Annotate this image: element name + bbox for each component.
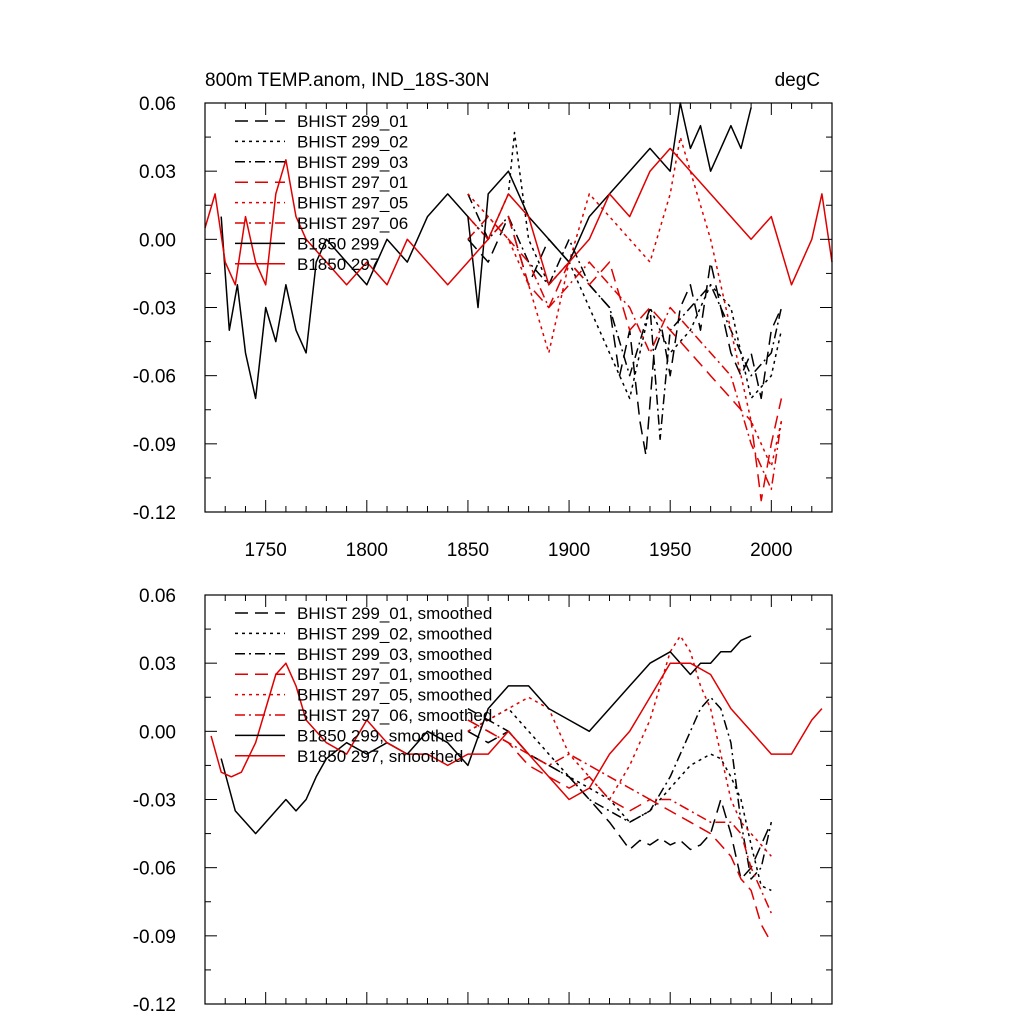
legend-label-0-5: BHIST 297_06 <box>297 214 408 233</box>
legend-label-1-1: BHIST 299_02, smoothed <box>297 624 492 643</box>
y-tick-label: 0.03 <box>139 162 176 183</box>
legend-label-1-5: BHIST 297_06, smoothed <box>297 706 492 725</box>
y-tick-label: -0.03 <box>133 791 176 812</box>
y-tick-label: 0.06 <box>139 94 176 115</box>
x-tick-label: 1950 <box>649 540 691 561</box>
series-line-1-2 <box>467 696 773 880</box>
y-tick-label: -0.09 <box>133 435 176 456</box>
legend-label-1-4: BHIST 297_05, smoothed <box>297 686 492 705</box>
y-tick-label: -0.06 <box>133 859 176 880</box>
legend-label-0-7: B1850 297 <box>297 255 379 274</box>
series-line-1-4 <box>467 635 772 857</box>
series-line-1-3 <box>467 719 772 943</box>
legend-label-1-7: B1850 297, smoothed <box>297 747 463 766</box>
x-tick-label: 2000 <box>750 540 792 561</box>
figure-units: degC <box>775 70 820 91</box>
series-line-0-0 <box>467 215 783 456</box>
y-tick-label: 0.06 <box>139 586 176 607</box>
y-tick-label: -0.12 <box>133 503 176 524</box>
legend-label-0-2: BHIST 299_03 <box>297 153 408 172</box>
y-tick-label: 0.03 <box>139 654 176 675</box>
y-tick-label: -0.03 <box>133 299 176 320</box>
series-line-0-6 <box>220 102 752 400</box>
legend-label-0-3: BHIST 297_01 <box>297 173 408 192</box>
y-tick-label: -0.06 <box>133 367 176 388</box>
legend-label-1-3: BHIST 297_01, smoothed <box>297 665 492 684</box>
legend-label-0-4: BHIST 297_05 <box>297 194 408 213</box>
series-line-1-6 <box>220 635 752 835</box>
legend-label-0-0: BHIST 299_01 <box>297 112 408 131</box>
legend-label-0-1: BHIST 299_02 <box>297 132 408 151</box>
series-line-0-5 <box>467 215 783 491</box>
x-tick-label: 1850 <box>447 540 489 561</box>
y-tick-label: 0.00 <box>139 722 176 743</box>
y-tick-label: -0.12 <box>133 995 176 1016</box>
y-tick-label: -0.09 <box>133 927 176 948</box>
legend-label-1-6: B1850 299, smoothed <box>297 726 463 745</box>
series-line-1-7 <box>210 662 823 801</box>
legend-label-1-2: BHIST 299_03, smoothed <box>297 645 492 664</box>
x-tick-label: 1750 <box>245 540 287 561</box>
x-tick-label: 1900 <box>548 540 590 561</box>
series-line-1-1 <box>467 707 772 892</box>
legend-label-0-6: B1850 299 <box>297 234 379 253</box>
figure-title: 800m TEMP.anom, IND_18S-30N <box>205 70 489 91</box>
series-line-0-3 <box>467 215 783 502</box>
series-line-0-2 <box>467 193 783 441</box>
y-tick-label: 0.00 <box>139 230 176 251</box>
x-tick-label: 1800 <box>346 540 388 561</box>
series-line-0-4 <box>467 136 783 468</box>
legend-label-1-0: BHIST 299_01, smoothed <box>297 604 492 623</box>
series-line-1-5 <box>467 719 772 914</box>
series-line-0-7 <box>204 147 833 286</box>
